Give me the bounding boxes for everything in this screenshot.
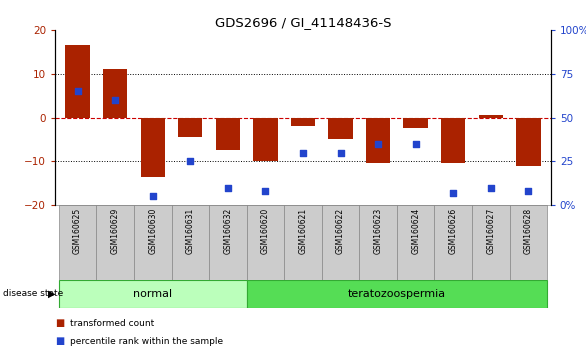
- Text: GSM160624: GSM160624: [411, 208, 420, 254]
- Bar: [96, 205, 134, 280]
- Text: GSM160628: GSM160628: [524, 208, 533, 254]
- Bar: [291, 118, 315, 126]
- Text: ▶: ▶: [48, 289, 56, 299]
- Bar: [509, 205, 547, 280]
- Bar: [359, 205, 397, 280]
- Bar: [366, 118, 390, 164]
- Point: [448, 190, 458, 195]
- Bar: [479, 115, 503, 118]
- Bar: [209, 205, 247, 280]
- Bar: [322, 205, 359, 280]
- Point: [373, 141, 383, 147]
- Text: GSM160632: GSM160632: [223, 208, 232, 254]
- Bar: [178, 118, 203, 137]
- Bar: [397, 205, 434, 280]
- Bar: [141, 118, 165, 177]
- Text: normal: normal: [133, 289, 172, 299]
- Bar: [434, 205, 472, 280]
- Text: GSM160620: GSM160620: [261, 208, 270, 254]
- Text: disease state: disease state: [3, 290, 63, 298]
- Bar: [253, 118, 278, 161]
- Point: [111, 97, 120, 103]
- Text: GSM160623: GSM160623: [374, 208, 383, 254]
- Text: transformed count: transformed count: [70, 319, 154, 328]
- Bar: [59, 205, 96, 280]
- Text: GSM160626: GSM160626: [449, 208, 458, 254]
- Bar: [441, 118, 465, 164]
- Text: GSM160627: GSM160627: [486, 208, 495, 254]
- Point: [524, 188, 533, 194]
- Point: [486, 185, 495, 190]
- Bar: [403, 118, 428, 129]
- Bar: [516, 118, 540, 166]
- Point: [411, 141, 420, 147]
- Title: GDS2696 / GI_41148436-S: GDS2696 / GI_41148436-S: [214, 16, 391, 29]
- Bar: [247, 205, 284, 280]
- Text: GSM160622: GSM160622: [336, 208, 345, 254]
- Bar: [134, 205, 172, 280]
- Bar: [247, 280, 547, 308]
- Point: [73, 88, 82, 94]
- Text: GSM160621: GSM160621: [298, 208, 308, 254]
- Bar: [103, 69, 127, 118]
- Bar: [472, 205, 509, 280]
- Point: [261, 188, 270, 194]
- Bar: [172, 205, 209, 280]
- Bar: [328, 118, 353, 139]
- Text: GSM160629: GSM160629: [111, 208, 120, 254]
- Point: [298, 150, 308, 155]
- Point: [186, 159, 195, 164]
- Bar: [284, 205, 322, 280]
- Point: [148, 193, 158, 199]
- Bar: [66, 45, 90, 118]
- Point: [223, 185, 233, 190]
- Text: ■: ■: [55, 336, 64, 346]
- Text: GSM160630: GSM160630: [148, 208, 157, 255]
- Bar: [59, 280, 247, 308]
- Point: [336, 150, 345, 155]
- Text: ■: ■: [55, 318, 64, 328]
- Text: percentile rank within the sample: percentile rank within the sample: [70, 337, 223, 346]
- Text: GSM160631: GSM160631: [186, 208, 195, 254]
- Text: teratozoospermia: teratozoospermia: [348, 289, 446, 299]
- Text: GSM160625: GSM160625: [73, 208, 82, 254]
- Bar: [216, 118, 240, 150]
